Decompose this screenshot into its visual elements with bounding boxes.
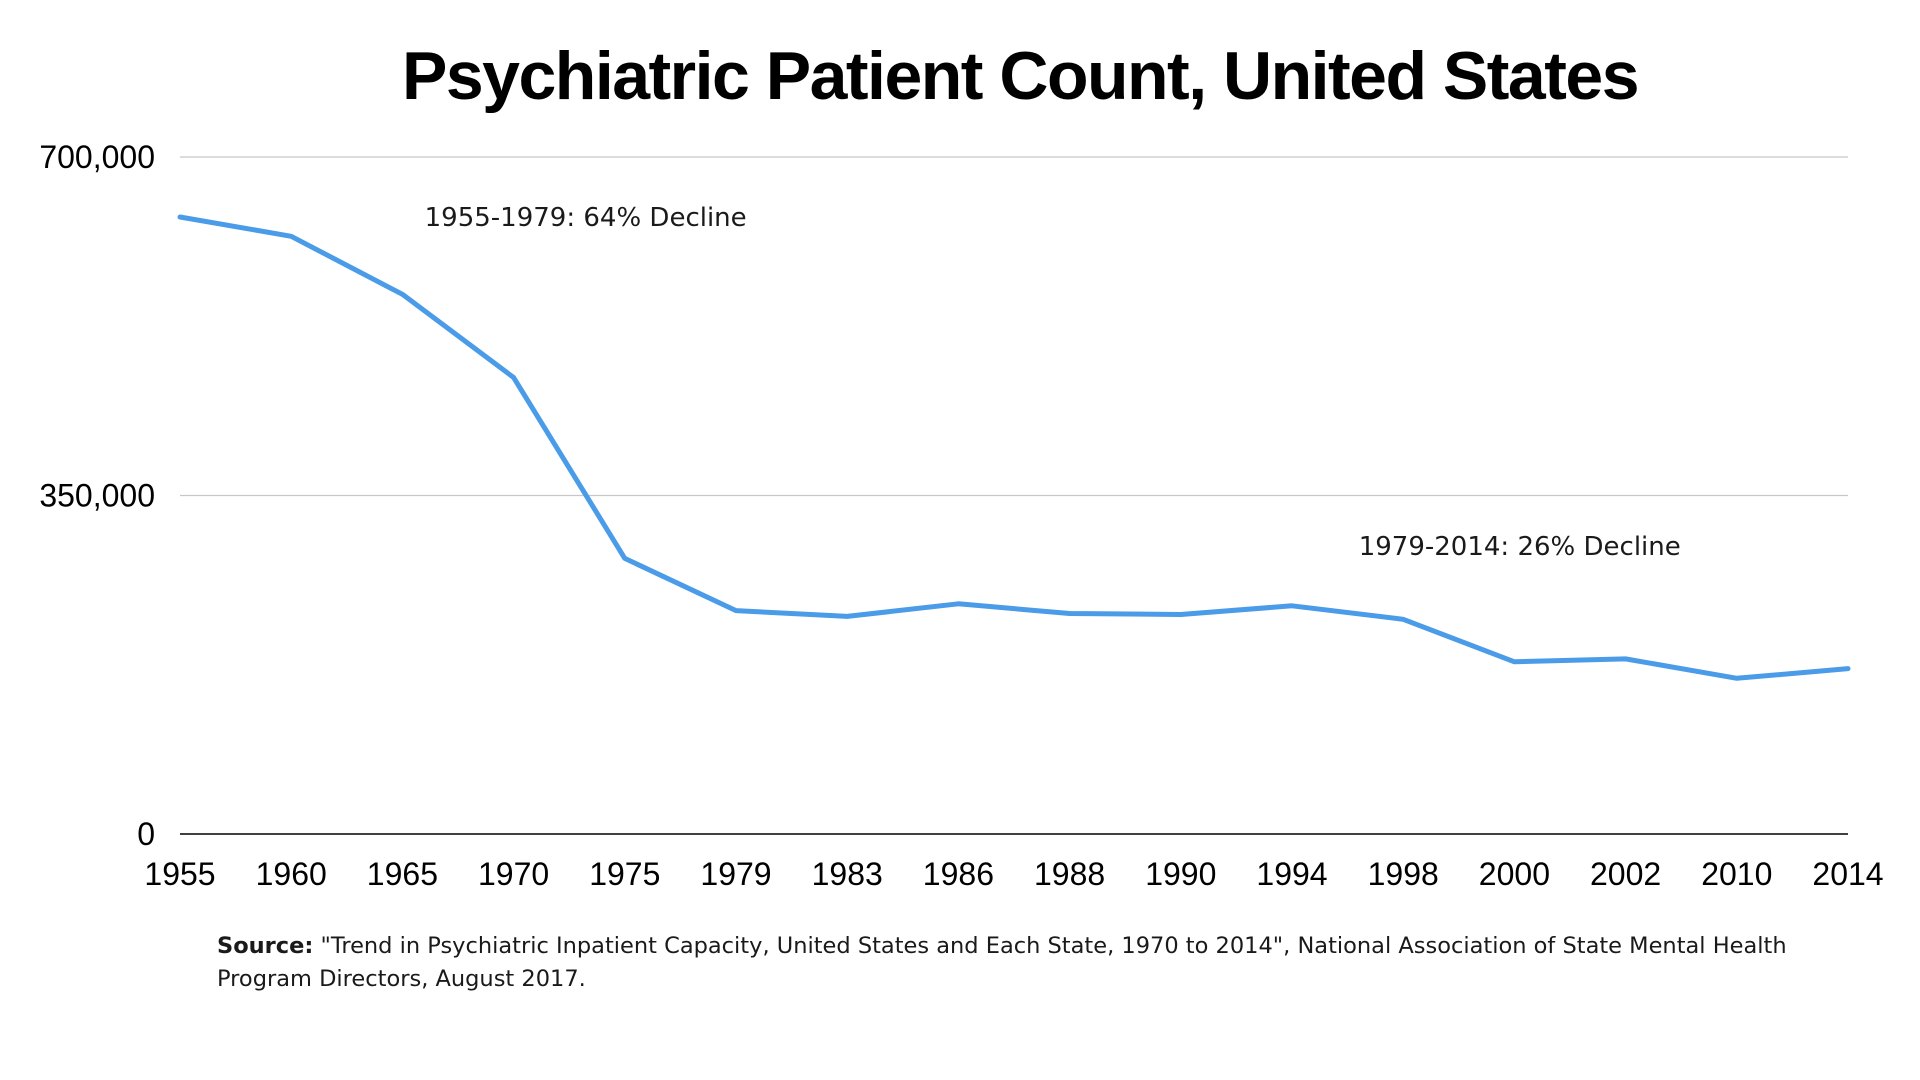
- y-tick-label: 700,000: [39, 139, 155, 175]
- x-tick-label: 1988: [1034, 856, 1105, 892]
- x-tick-label: 1990: [1145, 856, 1216, 892]
- x-tick-label: 2002: [1590, 856, 1661, 892]
- source-note: Source: "Trend in Psychiatric Inpatient …: [217, 930, 1857, 996]
- x-tick-label: 1983: [812, 856, 883, 892]
- x-tick-label: 1979: [700, 856, 771, 892]
- source-text: "Trend in Psychiatric Inpatient Capacity…: [217, 933, 1787, 992]
- x-tick-label: 1970: [478, 856, 549, 892]
- series-line: [177, 214, 1851, 681]
- y-tick-label: 0: [137, 816, 155, 852]
- x-tick-label: 1965: [367, 856, 438, 892]
- gridlines: [180, 156, 1848, 835]
- chart-title: Psychiatric Patient Count, United States: [401, 38, 1640, 114]
- annotation-label: 1979-2014: 26% Decline: [1359, 532, 1681, 562]
- x-tick-label: 1986: [923, 856, 994, 892]
- x-tick-label: 1960: [256, 856, 327, 892]
- series-layer: [177, 214, 1851, 681]
- x-tick-label: 2014: [1812, 856, 1883, 892]
- x-tick-label: 1994: [1256, 856, 1327, 892]
- x-tick-label: 2010: [1701, 856, 1772, 892]
- annotations: 1955-1979: 64% Decline 1979-2014: 26% Dec…: [425, 203, 1681, 562]
- source-label: Source:: [217, 933, 314, 959]
- y-axis: 0 350,000 700,000: [39, 139, 155, 852]
- x-axis: 1955 1960 1965 1970 1975 1979 1983 1986 1988 1990…: [144, 856, 1883, 892]
- x-tick-label: 1998: [1368, 856, 1439, 892]
- x-tick-label: 1975: [589, 856, 660, 892]
- annotation-label: 1955-1979: 64% Decline: [425, 203, 747, 233]
- x-tick-label: 1955: [144, 856, 215, 892]
- y-tick-label: 350,000: [39, 478, 155, 514]
- x-tick-label: 2000: [1479, 856, 1550, 892]
